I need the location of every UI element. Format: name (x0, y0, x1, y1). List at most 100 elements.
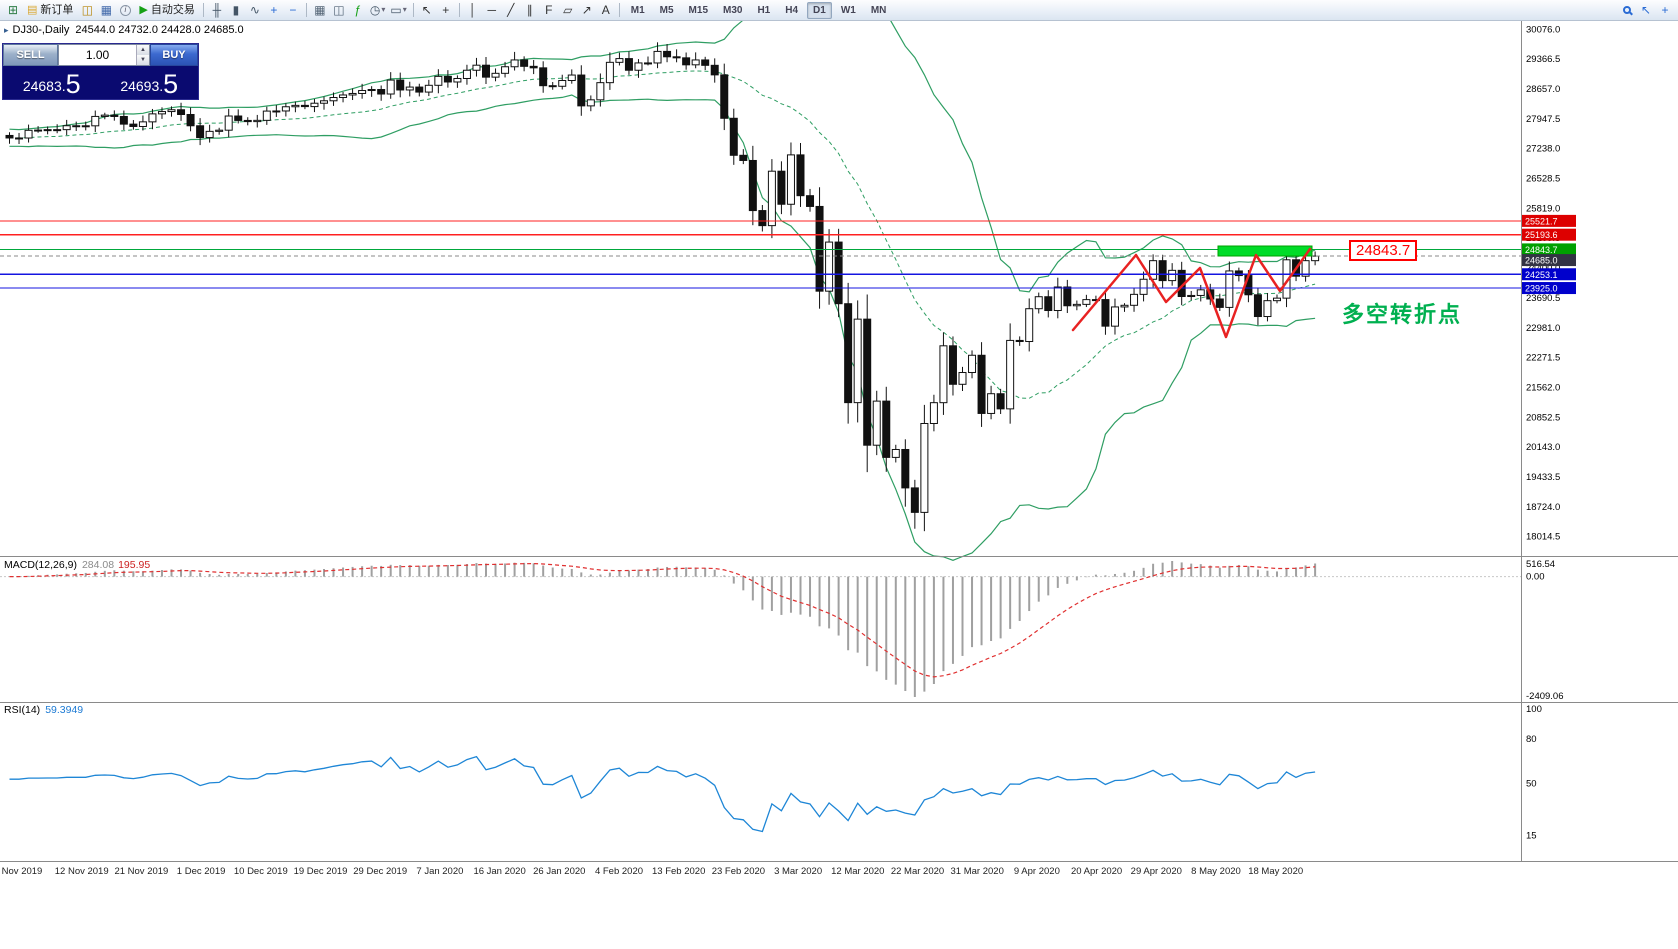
svg-text:4 Feb 2020: 4 Feb 2020 (595, 866, 643, 877)
cursor-icon[interactable]: ↖ (421, 3, 432, 17)
svg-text:20852.5: 20852.5 (1526, 412, 1560, 423)
shapes-icon[interactable]: ▱ (563, 3, 573, 17)
svg-text:7 Jan 2020: 7 Jan 2020 (416, 866, 463, 877)
timeframe-button-mn[interactable]: MN (870, 4, 887, 16)
svg-text:1 Dec 2019: 1 Dec 2019 (177, 866, 226, 877)
svg-text:8 May 2020: 8 May 2020 (1191, 866, 1241, 877)
fibonacci-icon[interactable]: F (545, 3, 553, 17)
timeframe-button-h4[interactable]: H4 (785, 4, 799, 16)
highlight-rectangle[interactable] (1217, 245, 1313, 257)
zoom-in-icon[interactable]: + (270, 3, 278, 17)
date-axis: Nov 2019 12 Nov 2019 21 Nov 2019 1 Dec 2019… (2, 866, 1304, 877)
move-icon[interactable]: + (1661, 3, 1669, 17)
svg-text:24253.1: 24253.1 (1525, 270, 1558, 280)
volume-field[interactable]: 1.00 ▲ ▼ (58, 44, 150, 66)
tile-windows-icon[interactable]: ▦ (314, 3, 326, 17)
candlestick-chart-icon[interactable]: ▮ (232, 3, 240, 17)
svg-text:13 Feb 2020: 13 Feb 2020 (652, 866, 705, 877)
svg-text:25193.6: 25193.6 (1525, 230, 1558, 240)
chart-title: ▸ DJ30-,Daily 24544.0 24732.0 24428.0 2468… (4, 24, 244, 36)
new-chart-icon[interactable]: ⊞ (7, 3, 19, 17)
bollinger-bands (9, 0, 1316, 561)
horizontal-line-icon[interactable]: ─ (487, 3, 496, 17)
main-toolbar: ⊞ ▤ 新订单 ◫ ▦ i ▶ 自动交易 ╫ ▮ ∿ + − ▦ ◫ ƒ ◷ ▾ ▭ ▾ ↖ + │ ─ ╱ ∥ F ▱ ↗ A M1 M5 M… (0, 0, 1678, 21)
candlestick-series (5, 42, 1320, 532)
svg-text:30076.0: 30076.0 (1526, 24, 1560, 35)
svg-text:28657.0: 28657.0 (1526, 84, 1560, 95)
buy-button[interactable]: BUY (150, 44, 198, 66)
timeframe-button-d1[interactable]: D1 (807, 1, 832, 19)
svg-text:22 Mar 2020: 22 Mar 2020 (891, 866, 944, 877)
toolbar-separator (412, 3, 414, 17)
svg-text:21 Nov 2019: 21 Nov 2019 (114, 866, 168, 877)
new-order-button[interactable]: ▤ 新订单 (27, 3, 74, 16)
play-icon: ▶ (139, 3, 148, 16)
rsi-panel: 100 80 50 15 (9, 704, 1542, 842)
buy-price[interactable]: 24693. 5 (120, 69, 179, 99)
bar-chart-icon[interactable]: ╫ (212, 3, 222, 17)
one-click-trading-panel: SELL 1.00 ▲ ▼ BUY 24683. 5 24693. 5 (2, 43, 199, 100)
volume-down-button[interactable]: ▼ (137, 55, 149, 65)
toolbar-separator (202, 3, 204, 17)
macd-indicator-label: MACD(12,26,9) 284.08 195.95 (4, 559, 151, 571)
autotrading-button[interactable]: ▶ 自动交易 (139, 3, 195, 16)
text-tool-icon[interactable]: A (601, 3, 610, 17)
timeframe-button-h1[interactable]: H1 (757, 4, 771, 16)
svg-text:27947.5: 27947.5 (1526, 114, 1560, 125)
svg-text:18 May 2020: 18 May 2020 (1248, 866, 1303, 877)
sell-button[interactable]: SELL (3, 44, 58, 66)
cascade-windows-icon[interactable]: ◫ (333, 3, 345, 17)
svg-text:50: 50 (1526, 779, 1537, 790)
price-level-label[interactable]: 24843.7 (1349, 240, 1418, 261)
svg-text:10 Dec 2019: 10 Dec 2019 (234, 866, 288, 877)
svg-text:25521.7: 25521.7 (1525, 216, 1558, 226)
svg-text:24843.7: 24843.7 (1525, 245, 1558, 255)
panel-separators[interactable] (0, 21, 1678, 862)
svg-text:26 Jan 2020: 26 Jan 2020 (533, 866, 585, 877)
vertical-line-icon[interactable]: │ (468, 3, 477, 17)
macd-panel: 516.54 0.00 -2409.06 (0, 559, 1564, 702)
sell-price[interactable]: 24683. 5 (22, 69, 81, 99)
line-chart-icon[interactable]: ∿ (249, 3, 260, 17)
timeframe-button-w1[interactable]: W1 (840, 4, 856, 16)
svg-text:16 Jan 2020: 16 Jan 2020 (473, 866, 525, 877)
svg-text:22271.5: 22271.5 (1526, 353, 1560, 364)
symbol-name: DJ30-,Daily (12, 24, 70, 36)
search-icon[interactable] (1618, 1, 1636, 19)
periods-icon[interactable]: ◷ ▾ (369, 3, 386, 17)
trend-zigzag[interactable] (1071, 247, 1312, 339)
timeframe-button-m1[interactable]: M1 (630, 4, 645, 16)
trendline-icon[interactable]: ╱ (507, 3, 515, 17)
crosshair-icon[interactable]: + (442, 3, 450, 17)
arrow-tool-icon[interactable]: ↗ (581, 3, 592, 17)
svg-text:19 Dec 2019: 19 Dec 2019 (294, 866, 348, 877)
order-ticket-icon: ▤ (27, 3, 38, 16)
timeframe-button-m5[interactable]: M5 (659, 4, 674, 16)
svg-text:26528.5: 26528.5 (1526, 174, 1560, 185)
channel-icon[interactable]: ∥ (526, 3, 533, 17)
turning-point-annotation[interactable]: 多空转折点 (1342, 302, 1463, 327)
volume-stepper[interactable]: ▲ ▼ (136, 45, 149, 65)
toolbar-separator (618, 3, 620, 17)
profiles-icon[interactable]: ▦ (100, 3, 113, 17)
chart-window-icon[interactable]: ◫ (81, 3, 94, 17)
timeframe-button-m15[interactable]: M15 (688, 4, 708, 16)
info-icon[interactable]: i (116, 1, 134, 19)
svg-text:25819.0: 25819.0 (1526, 203, 1560, 214)
templates-icon[interactable]: ▭ ▾ (390, 3, 407, 17)
timeframe-button-m30[interactable]: M30 (723, 4, 743, 16)
indicators-icon[interactable]: ƒ (354, 3, 362, 17)
svg-text:15: 15 (1526, 831, 1537, 842)
toolbar-separator (305, 3, 307, 17)
rsi-indicator-label: RSI(14) 59.3949 (4, 704, 84, 716)
volume-up-button[interactable]: ▲ (137, 45, 149, 55)
pointer-icon[interactable]: ↖ (1640, 3, 1652, 17)
svg-text:100: 100 (1526, 704, 1542, 715)
svg-text:-2409.06: -2409.06 (1526, 691, 1564, 702)
zoom-out-icon[interactable]: − (289, 3, 297, 17)
ohlc-values: 24544.0 24732.0 24428.0 24685.0 (75, 24, 244, 36)
svg-text:23925.0: 23925.0 (1525, 284, 1558, 294)
volume-value[interactable]: 1.00 (85, 48, 110, 62)
